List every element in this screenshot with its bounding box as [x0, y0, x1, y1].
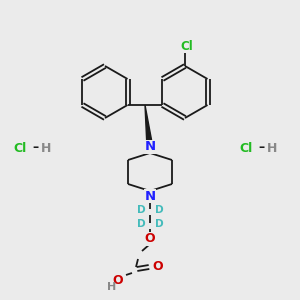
Text: H: H — [107, 282, 117, 292]
Text: D: D — [137, 205, 145, 215]
Text: N: N — [144, 190, 156, 202]
Text: H: H — [267, 142, 277, 154]
Text: D: D — [155, 219, 163, 229]
Text: H: H — [41, 142, 51, 154]
Text: Cl: Cl — [181, 40, 194, 52]
Polygon shape — [145, 105, 153, 148]
Text: Cl: Cl — [239, 142, 253, 154]
Text: D: D — [137, 219, 145, 229]
Text: O: O — [145, 232, 155, 245]
Text: –: – — [32, 142, 38, 154]
Text: D: D — [155, 205, 163, 215]
Text: –: – — [258, 142, 264, 154]
Text: O: O — [113, 274, 123, 287]
Text: Cl: Cl — [14, 142, 27, 154]
Text: O: O — [153, 260, 163, 274]
Text: N: N — [144, 140, 156, 154]
